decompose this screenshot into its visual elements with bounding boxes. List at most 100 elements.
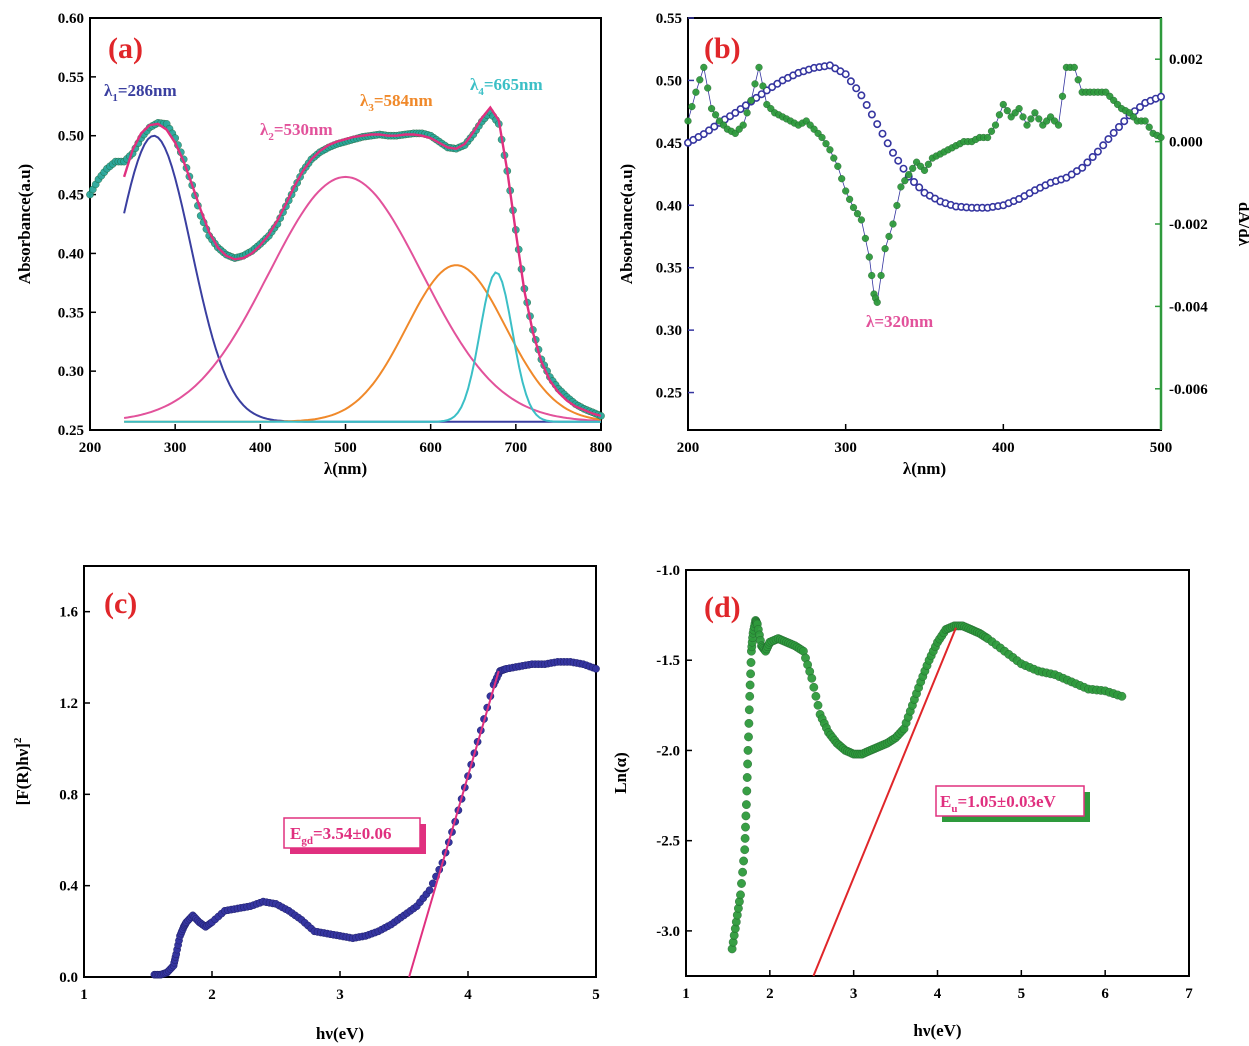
absorbance-point: [1088, 153, 1097, 162]
x-tick-label: 4: [934, 986, 942, 1002]
derivative-point: [692, 88, 700, 96]
urbach-data-point: [809, 682, 819, 692]
peak-annotation-3-main: λ: [360, 91, 369, 110]
gaussian-peak-curve-1: [123, 134, 601, 423]
y-tick-label: 0.60: [58, 11, 84, 27]
urbach-data-point: [740, 845, 750, 855]
absorbance-point: [699, 130, 708, 139]
absorbance-point: [841, 70, 850, 79]
derivative-point: [1054, 121, 1063, 129]
panel-label: (c): [104, 587, 137, 620]
absorbance-point: [1115, 123, 1124, 132]
bandgap-annotation-subscript: gd: [301, 835, 313, 847]
derivative-connector: [687, 67, 1162, 304]
derivative-point: [849, 203, 858, 212]
absorbance-point: [704, 126, 713, 135]
x-tick-label: 800: [590, 440, 613, 456]
x-tick-label: 3: [336, 987, 344, 1003]
peak-annotation-2: λ2=530nm: [260, 120, 333, 143]
panel-label: (d): [704, 591, 741, 624]
derivative-point: [877, 271, 885, 280]
derivative-point: [987, 127, 996, 135]
absorbance-point: [852, 84, 861, 93]
cumulative-fit-curve: [122, 105, 602, 418]
x-tick-label: 6: [1101, 986, 1109, 1002]
plot-frame: [687, 17, 1162, 431]
derivative-point: [924, 160, 933, 168]
absorbance-point: [1157, 92, 1166, 101]
derivative-point: [688, 102, 696, 111]
absorbance-point: [878, 129, 887, 138]
absorbance-point: [846, 77, 855, 86]
derivative-point: [983, 133, 992, 142]
peak-annotation-4: λ4=665nm: [470, 75, 543, 98]
y-tick-label: 0.50: [58, 129, 84, 145]
y-tick-label: 0.8: [59, 787, 78, 803]
absorbance-point: [888, 148, 897, 157]
derivative-point: [881, 245, 889, 253]
urbach-data-point: [738, 867, 747, 877]
y-tick-label: 0.30: [656, 323, 682, 339]
absorbance-point: [909, 178, 918, 187]
derivative-point: [1058, 92, 1067, 100]
y-tick-label: -1.5: [656, 653, 680, 669]
bandgap-annotation-main: E: [290, 824, 301, 843]
panel-d-chart: 1 2 3 4 5 6 7 -1.0 -1.5 -2.0 -2.5 -3.0 hν(eV) Ln(α) (d…: [611, 563, 1193, 1040]
y-tick-label: 1.2: [59, 696, 78, 712]
x-tick-label: 300: [164, 440, 187, 456]
derivative-point: [865, 253, 873, 261]
derivative-point: [861, 234, 870, 243]
y-axis-label-superscript: 2: [12, 737, 24, 743]
derivative-point: [1003, 107, 1011, 115]
derivative-point: [1031, 109, 1039, 117]
derivative-point: [1157, 133, 1165, 142]
absorbance-point: [1078, 163, 1087, 172]
derivative-point: [873, 298, 881, 306]
absorbance-point: [1109, 128, 1118, 137]
x-tick-label: 600: [419, 440, 442, 456]
right-tick-label: -0.006: [1169, 382, 1208, 398]
annotation-box: [283, 817, 421, 849]
derivative-point: [830, 154, 838, 162]
derivative-point: [845, 195, 854, 203]
absorbance-point: [1104, 135, 1113, 144]
gaussian-peak-curve-2: [123, 175, 602, 422]
absorbance-point: [741, 101, 750, 110]
peak-annotation-1-main: λ: [104, 81, 113, 100]
derivative-point: [1145, 123, 1153, 131]
derivative-point: [751, 80, 759, 88]
y-tick-label: -3.0: [656, 924, 680, 940]
derivative-point: [897, 183, 905, 191]
derivative-point: [857, 216, 866, 224]
derivative-point: [759, 82, 767, 90]
urbach-data-point: [742, 773, 752, 782]
peak-annotation-3: λ3=584nm: [360, 91, 433, 114]
urbach-data-point: [740, 834, 750, 843]
gaussian-peak-curve-4: [124, 271, 601, 423]
absorbance-point: [862, 101, 871, 110]
derivative-point: [826, 146, 834, 154]
absorbance-point: [1136, 103, 1145, 112]
derivative-point: [743, 109, 751, 117]
urbach-data-point: [744, 705, 754, 715]
x-axis-label: λ(nm): [324, 459, 367, 478]
absorbance-point: [894, 156, 903, 165]
derivative-point: [822, 140, 830, 148]
urbach-data-point: [744, 719, 754, 728]
peak-annotation-3-rest: =584nm: [374, 91, 433, 110]
absorbance-point: [867, 110, 876, 119]
linear-fit-line: [408, 670, 500, 978]
absorbance-point: [899, 164, 908, 173]
absorbance-point: [731, 108, 740, 117]
peak-annotation-4-subscript: 4: [478, 86, 484, 98]
x-tick-label: 200: [677, 440, 700, 456]
right-tick-label: 0.002: [1169, 52, 1203, 68]
y-tick-label: 0.50: [656, 73, 682, 89]
x-tick-label: 500: [1150, 440, 1173, 456]
x-axis-label: hν(eV): [913, 1021, 961, 1040]
peak-annotation-2-rest: =530nm: [274, 120, 333, 139]
absorbance-point: [915, 183, 924, 192]
derivative-point: [920, 166, 929, 175]
x-axis-label: λ(nm): [903, 459, 946, 478]
x-tick-label: 300: [834, 440, 857, 456]
